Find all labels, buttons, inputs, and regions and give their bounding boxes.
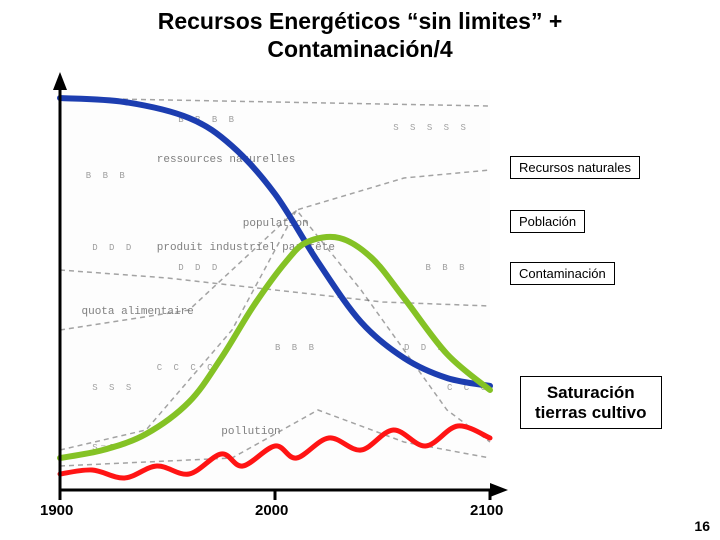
svg-text:S S S: S S S [92, 383, 134, 393]
slide-title-line1: Recursos Energéticos “sin limites” + [0, 8, 720, 35]
svg-text:C C C C: C C C C [157, 363, 216, 373]
legend-saturacion: Saturacióntierras cultivo [520, 376, 662, 429]
chart-area: ressources naturellespopulationproduit i… [60, 90, 490, 490]
svg-text:B B B: B B B [86, 171, 128, 181]
svg-text:S S S S S: S S S S S [393, 123, 469, 133]
svg-text:ressources naturelles: ressources naturelles [157, 154, 296, 166]
svg-text:B B B: B B B [426, 263, 468, 273]
svg-text:B B B: B B B [275, 343, 317, 353]
legend-poblacion: Población [510, 210, 585, 233]
legend-contaminacion: Contaminación [510, 262, 615, 285]
slide-number: 16 [694, 518, 710, 534]
xtick-label: 2100 [470, 502, 503, 519]
slide-title-line2: Contaminación/4 [0, 36, 720, 63]
xtick-label: 2000 [255, 502, 288, 519]
svg-text:pollution: pollution [221, 426, 280, 438]
svg-text:D D D: D D D [178, 263, 220, 273]
svg-text:D D D: D D D [92, 243, 134, 253]
legend-recursos: Recursos naturales [510, 156, 640, 179]
svg-text:quota alimentaire: quota alimentaire [82, 306, 194, 318]
xtick-label: 1900 [40, 502, 73, 519]
